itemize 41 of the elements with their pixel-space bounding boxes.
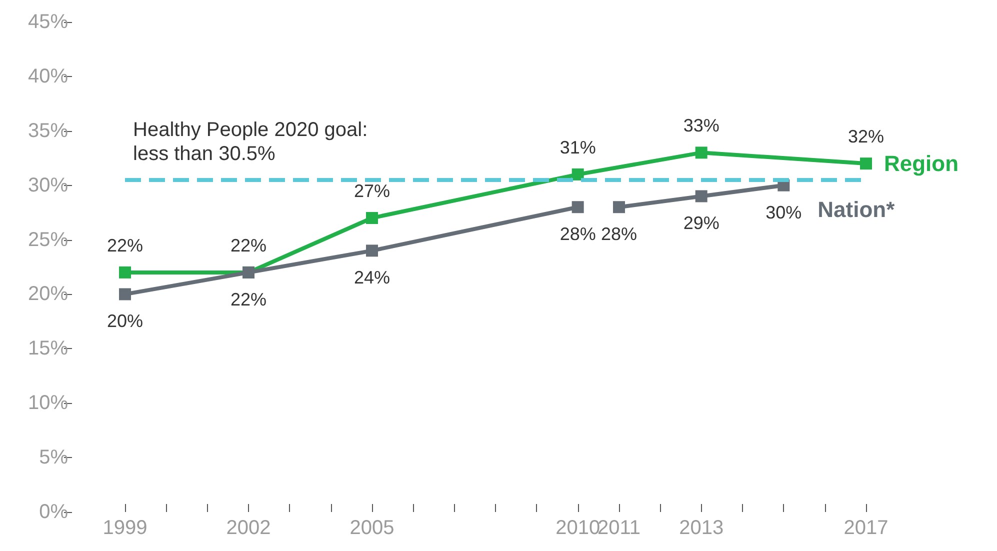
data-label: 29% [683, 213, 720, 234]
data-label: 33% [683, 116, 720, 136]
data-label: 27% [354, 181, 390, 201]
y-tick-label: 30% [28, 174, 68, 196]
x-tick-label: 2013 [679, 517, 724, 539]
x-tick-label: 2002 [226, 517, 271, 539]
point [572, 201, 584, 214]
x-tick-label: 2017 [844, 517, 888, 539]
data-label: 22% [230, 235, 267, 256]
point [695, 190, 708, 202]
point [119, 288, 131, 300]
y-tick-label: 35% [28, 120, 68, 142]
y-tick-label: 0% [39, 501, 68, 523]
y-tick-label: 15% [28, 338, 68, 360]
data-label: 28% [560, 224, 596, 244]
data-label: 30% [766, 202, 802, 222]
point [613, 201, 625, 214]
y-tick-label: 40% [28, 65, 68, 88]
point [366, 212, 378, 224]
ref-line-label: Healthy People 2020 goal: less than 30.5% [133, 118, 368, 165]
point [572, 168, 584, 180]
data-label: 22% [106, 235, 144, 256]
y-tick-label: 5% [39, 446, 68, 469]
data-label: 31% [560, 137, 596, 158]
y-tick-label: 25% [28, 228, 68, 251]
data-label: 24% [354, 268, 390, 288]
data-label: 28% [600, 224, 638, 244]
point [695, 146, 708, 159]
series-label: Region [884, 151, 959, 176]
point [366, 244, 378, 257]
data-label: 20% [106, 311, 144, 332]
point [119, 266, 131, 278]
series-label: Nation* [818, 196, 896, 222]
x-tick-label: 1999 [102, 517, 148, 539]
y-tick-label: 10% [28, 392, 68, 414]
data-label: 22% [230, 289, 267, 310]
y-tick-label: 20% [28, 283, 68, 306]
x-tick-label: 2005 [350, 517, 394, 539]
point [860, 158, 872, 170]
y-tick-label: 45% [28, 11, 68, 33]
data-label: 32% [848, 126, 884, 147]
